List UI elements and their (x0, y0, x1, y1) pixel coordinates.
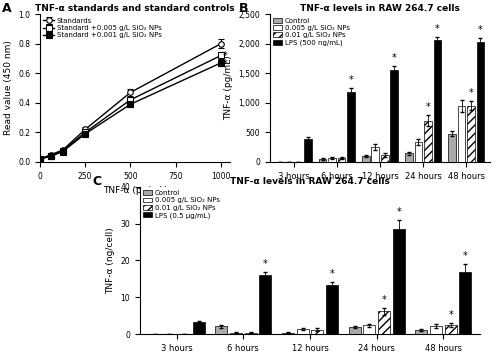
Bar (312, 329, 323, 334)
Bar (372, 146, 379, 162)
Text: *: * (330, 269, 334, 278)
Title: TNF-α levels in RAW 264.7 cells: TNF-α levels in RAW 264.7 cells (300, 4, 460, 13)
Bar (349, 327, 360, 334)
Bar (216, 326, 227, 334)
Bar (414, 142, 422, 162)
Title: TNF-α standards and standard controls: TNF-α standards and standard controls (35, 4, 235, 13)
Bar (230, 333, 242, 334)
Text: *: * (468, 88, 473, 98)
Text: A: A (2, 2, 12, 15)
Bar (460, 272, 471, 334)
Bar (326, 284, 338, 334)
Text: *: * (348, 75, 354, 85)
Bar (304, 139, 312, 162)
Bar (424, 120, 432, 162)
Bar (430, 326, 442, 334)
Bar (476, 42, 484, 162)
Bar (434, 40, 441, 162)
Text: *: * (478, 25, 483, 35)
Bar (328, 158, 336, 162)
Text: *: * (382, 295, 386, 305)
Bar (297, 329, 308, 334)
Bar (448, 133, 456, 162)
Y-axis label: Read value (450 nm): Read value (450 nm) (4, 40, 13, 136)
Text: C: C (92, 175, 102, 188)
Text: *: * (392, 52, 396, 63)
Legend: Standards, Standard +0.005 g/L SiO₂ NPs, Standard +0.001 g/L SiO₂ NPs: Standards, Standard +0.005 g/L SiO₂ NPs,… (44, 18, 162, 38)
Text: *: * (263, 259, 268, 269)
Bar (338, 158, 345, 162)
Bar (405, 153, 412, 162)
Title: TNF-α levels in RAW 264.7 cells: TNF-α levels in RAW 264.7 cells (230, 177, 390, 186)
Bar (362, 156, 370, 162)
Bar (364, 325, 375, 334)
Text: *: * (223, 58, 228, 69)
Y-axis label: TNF-α (pg/mL): TNF-α (pg/mL) (224, 56, 233, 120)
Legend: Control, 0.005 g/L SiO₂ NPs, 0.01 g/L SiO₂ NPs, LPS (0.5 μg/mL): Control, 0.005 g/L SiO₂ NPs, 0.01 g/L Si… (144, 190, 220, 219)
Bar (348, 92, 355, 162)
X-axis label: TNF-α (pg/mL): TNF-α (pg/mL) (102, 186, 168, 195)
Bar (445, 325, 456, 334)
Bar (260, 275, 271, 334)
Y-axis label: TNF-α (ng/cell): TNF-α (ng/cell) (106, 227, 115, 294)
Text: *: * (396, 207, 401, 217)
Bar (319, 159, 326, 162)
Bar (193, 322, 204, 334)
Bar (378, 312, 390, 334)
Bar (393, 229, 404, 334)
Bar (416, 330, 427, 334)
Text: *: * (435, 24, 440, 33)
Bar (390, 70, 398, 162)
Bar (381, 155, 388, 162)
Text: *: * (426, 102, 430, 112)
Bar (467, 106, 475, 162)
Text: *: * (223, 51, 228, 61)
Bar (282, 333, 294, 334)
Text: B: B (239, 2, 248, 15)
Text: *: * (463, 251, 468, 261)
Legend: Control, 0.005 g/L SiO₂ NPs, 0.01 g/L SiO₂ NPs, LPS (500 ng/mL): Control, 0.005 g/L SiO₂ NPs, 0.01 g/L Si… (274, 18, 349, 46)
Bar (245, 333, 256, 334)
Bar (458, 106, 466, 162)
Text: *: * (448, 310, 453, 320)
